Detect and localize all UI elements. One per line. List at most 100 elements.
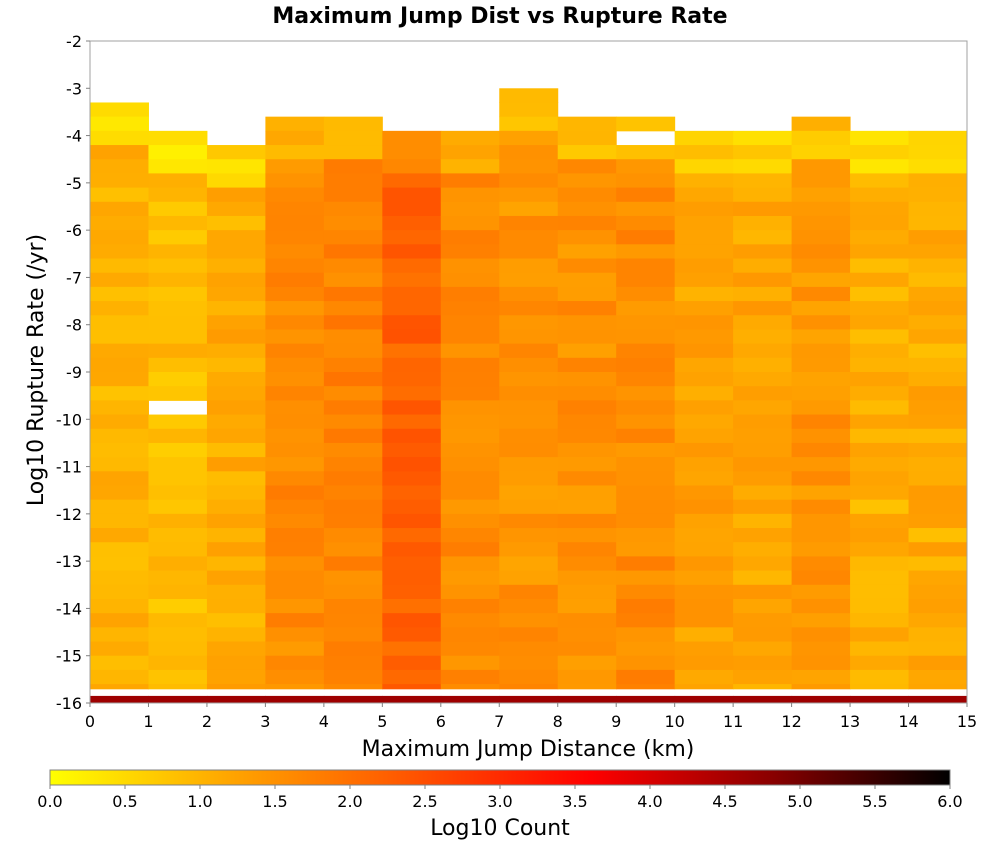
heatmap-cell: [557, 173, 617, 189]
heatmap-cell: [265, 528, 325, 543]
heatmap-cell: [323, 187, 383, 203]
colorbar-tick-label: 1.0: [187, 792, 212, 811]
heatmap-cell: [90, 130, 149, 146]
heatmap-cell: [382, 556, 442, 572]
heatmap-cell: [557, 499, 617, 515]
heatmap-cell: [557, 570, 617, 586]
heatmap-cell: [499, 301, 559, 316]
x-tick-label: 15: [957, 712, 977, 731]
heatmap-cell: [323, 116, 383, 132]
heatmap-cell: [382, 414, 442, 430]
heatmap-cell: [90, 513, 149, 529]
heatmap-cell: [90, 598, 149, 614]
heatmap-cell: [791, 556, 851, 572]
heatmap-cell: [733, 499, 793, 515]
heatmap-cell: [557, 457, 617, 472]
heatmap-cell: [440, 414, 500, 430]
heatmap-cell: [791, 343, 851, 359]
heatmap-cell: [674, 428, 734, 444]
heatmap-cell: [440, 457, 500, 472]
heatmap-cell: [908, 201, 968, 217]
heatmap-cell: [674, 159, 734, 174]
heatmap-cell: [616, 145, 676, 160]
heatmap-cell: [499, 286, 559, 302]
heatmap-cell: [616, 584, 676, 600]
heatmap-cell: [908, 372, 968, 387]
heatmap-cell: [206, 428, 266, 444]
heatmap-cell: [499, 528, 559, 543]
heatmap-cell: [323, 485, 383, 501]
heatmap-cell: [90, 528, 149, 543]
heatmap-cell: [382, 457, 442, 472]
colorbar: [49, 769, 951, 786]
heatmap-cell: [265, 627, 325, 643]
heatmap-cell: [908, 145, 968, 160]
heatmap-cell: [850, 485, 910, 501]
heatmap-cell: [791, 684, 851, 690]
heatmap-cell: [382, 655, 442, 671]
heatmap-cell: [616, 116, 676, 132]
heatmap-cell: [148, 457, 208, 472]
heatmap-cell: [616, 343, 676, 359]
heatmap-cell: [148, 230, 208, 245]
colorbar-label: Log10 Count: [430, 816, 570, 841]
heatmap-cell: [499, 684, 559, 690]
heatmap-cell: [323, 272, 383, 288]
heatmap-cell: [265, 244, 325, 260]
heatmap-cell: [908, 613, 968, 628]
heatmap-cell: [382, 201, 442, 217]
heatmap-cell: [440, 513, 500, 529]
heatmap-cell: [733, 655, 793, 671]
x-tick-label: 6: [436, 712, 446, 731]
colorbar-tick-label: 6.0: [937, 792, 962, 811]
heatmap-cell: [90, 400, 149, 416]
heatmap-cell: [440, 173, 500, 189]
x-tick-label: 12: [781, 712, 801, 731]
heatmap-cell: [323, 386, 383, 401]
heatmap-cell: [616, 655, 676, 671]
heatmap-cell: [616, 542, 676, 557]
heatmap-cell: [616, 570, 676, 586]
heatmap-cell: [382, 145, 442, 160]
heatmap-cell: [791, 499, 851, 515]
heatmap-cell: [206, 173, 266, 189]
heatmap-cell: [557, 655, 617, 671]
heatmap-cell: [440, 695, 500, 703]
x-tick-label: 11: [723, 712, 743, 731]
heatmap-cell: [791, 315, 851, 330]
heatmap-cell: [499, 442, 559, 458]
heatmap-cell: [908, 272, 968, 288]
heatmap-cell: [908, 258, 968, 274]
heatmap-cell: [908, 485, 968, 501]
heatmap-cell: [850, 286, 910, 302]
heatmap-cell: [557, 542, 617, 557]
heatmap-cell: [323, 556, 383, 572]
heatmap-cell: [499, 584, 559, 600]
x-tick-label: 7: [494, 712, 504, 731]
heatmap-cell: [791, 485, 851, 501]
heatmap-cell: [206, 641, 266, 657]
heatmap-cell: [791, 570, 851, 586]
heatmap-cell: [440, 230, 500, 245]
heatmap-cell: [206, 329, 266, 345]
heatmap-cell: [850, 173, 910, 189]
heatmap-cell: [850, 230, 910, 245]
heatmap-cell: [616, 485, 676, 501]
heatmap-cell: [499, 641, 559, 657]
heatmap-cell: [908, 598, 968, 614]
heatmap-cell: [733, 556, 793, 572]
heatmap-cell: [791, 471, 851, 486]
heatmap-cell: [323, 598, 383, 614]
heatmap-cell: [674, 556, 734, 572]
heatmap-cell: [557, 272, 617, 288]
heatmap-cell: [733, 230, 793, 245]
heatmap-cell: [791, 173, 851, 189]
heatmap-cell: [148, 570, 208, 586]
heatmap-cell: [440, 244, 500, 260]
heatmap-cell: [265, 542, 325, 557]
heatmap-cell: [791, 301, 851, 316]
heatmap-cell: [733, 528, 793, 543]
heatmap-cell: [908, 159, 968, 174]
y-tick-label: -5: [66, 174, 82, 193]
heatmap-cell: [440, 357, 500, 373]
